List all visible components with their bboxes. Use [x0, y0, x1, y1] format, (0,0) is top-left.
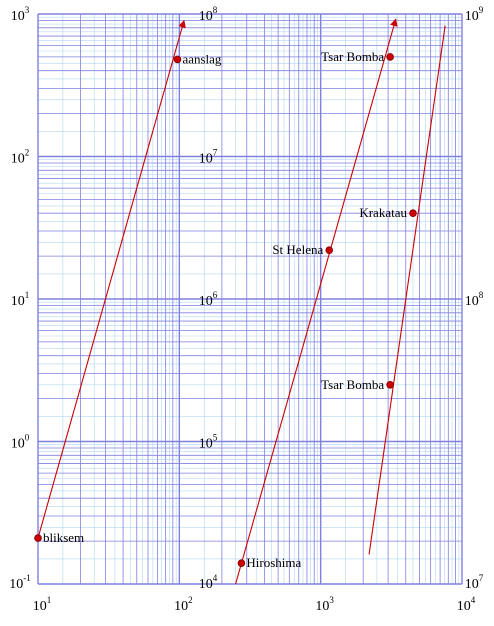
y-tick-label-left-base: 10	[11, 294, 25, 309]
y-tick-label-left: 101	[11, 290, 30, 309]
y-tick-label-right: 109	[465, 5, 484, 24]
y-tick-label-right-base: 10	[465, 9, 479, 24]
y-tick-label-middle-exp: 8	[213, 5, 218, 15]
y-tick-label-middle-base: 10	[199, 437, 213, 452]
data-point	[34, 534, 42, 542]
series-layer: bliksem aanslag Hiroshima St Helena Tsar Bom…	[34, 18, 446, 585]
x-tick-label: 103	[315, 595, 334, 614]
point-label: Tsar Bomba	[321, 49, 384, 64]
x-tick-label-base: 10	[315, 599, 329, 614]
tick-labels: 101 102 103 10410-1100101102103104105106107…	[9, 5, 484, 614]
y-tick-label-left: 102	[11, 148, 30, 167]
y-tick-label-middle-exp: 5	[213, 433, 218, 443]
point-label: Tsar Bomba	[321, 377, 384, 392]
y-tick-label-middle-exp: 6	[213, 290, 218, 300]
y-tick-label-right-exp: 9	[479, 5, 484, 15]
y-tick-label-left-exp: 3	[25, 5, 30, 15]
y-tick-label-middle-base: 10	[199, 294, 213, 309]
x-tick-label-exp: 2	[188, 595, 193, 605]
data-point	[409, 209, 417, 218]
x-tick-label: 102	[174, 595, 193, 614]
x-tick-label-base: 10	[33, 599, 47, 614]
y-tick-label-left-base: 10	[9, 577, 23, 592]
point-label: aanslag	[182, 51, 221, 66]
y-tick-label-left-base: 10	[11, 9, 25, 24]
y-tick-label-right-base: 10	[465, 294, 479, 309]
y-tick-label-middle: 107	[199, 148, 218, 167]
y-tick-label-left: 10-1	[9, 573, 31, 592]
y-tick-label-middle: 105	[199, 433, 218, 452]
data-point	[386, 53, 394, 61]
data-point	[325, 246, 334, 255]
x-tick-label-exp: 3	[329, 595, 334, 605]
x-tick-label-base: 10	[457, 599, 471, 614]
point-label: St Helena	[272, 242, 323, 257]
y-tick-label-middle-base: 10	[199, 9, 213, 24]
y-tick-label-middle-exp: 4	[213, 573, 218, 583]
y-tick-label-middle: 106	[199, 290, 218, 309]
data-point	[237, 559, 246, 567]
y-tick-label-middle: 108	[199, 5, 218, 24]
series-line	[368, 25, 446, 555]
y-tick-label-right: 107	[465, 573, 484, 592]
y-tick-label-right-exp: 8	[479, 290, 484, 300]
data-point	[173, 55, 182, 64]
point-label: Krakatau	[359, 205, 407, 220]
point-label: Hiroshima	[246, 555, 301, 570]
major-grid	[37, 13, 463, 585]
x-tick-label-exp: 1	[47, 595, 52, 605]
y-tick-label-middle-base: 10	[199, 152, 213, 167]
series-line	[235, 18, 398, 585]
y-tick-label-middle-exp: 7	[213, 148, 218, 158]
y-tick-label-left-base: 10	[11, 152, 25, 167]
y-tick-label-left-exp: -1	[23, 573, 31, 583]
x-tick-label-base: 10	[174, 599, 188, 614]
series-line	[37, 19, 186, 539]
y-tick-label-left-exp: 2	[25, 148, 30, 158]
data-point	[386, 380, 394, 389]
y-tick-label-right: 108	[465, 290, 484, 309]
y-tick-label-left-exp: 0	[25, 433, 30, 443]
x-tick-label: 101	[33, 595, 52, 614]
y-tick-label-right-base: 10	[465, 577, 479, 592]
y-tick-label-middle: 104	[199, 573, 218, 592]
point-label: bliksem	[43, 530, 84, 545]
y-tick-label-left-base: 10	[11, 437, 25, 452]
x-tick-label: 104	[457, 595, 476, 614]
x-tick-label-exp: 4	[471, 595, 476, 605]
y-tick-label-left: 103	[11, 5, 30, 24]
y-tick-label-middle-base: 10	[199, 577, 213, 592]
y-tick-label-right-exp: 7	[479, 573, 484, 583]
y-tick-label-left-exp: 1	[25, 290, 30, 300]
y-tick-label-left: 100	[11, 433, 30, 452]
